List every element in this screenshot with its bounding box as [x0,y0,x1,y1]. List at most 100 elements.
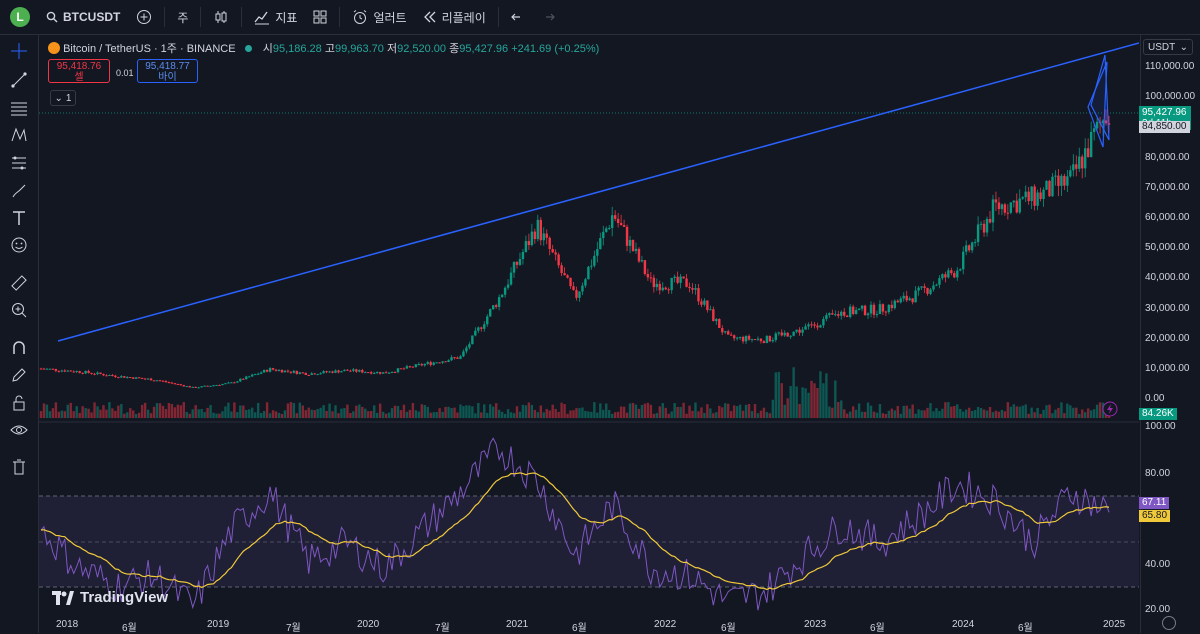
candle-body [807,324,810,327]
volume-bar [768,413,772,418]
replay-button[interactable]: 리플레이 [415,0,494,34]
candle-body [75,371,78,373]
lock-icon[interactable] [9,393,29,413]
crosshair-icon[interactable] [9,41,29,61]
candle-body [646,273,650,278]
compare-symbol-button[interactable] [128,0,160,34]
candle-body [1039,192,1042,200]
brush-tool-icon[interactable] [9,181,29,201]
volume-bar [902,405,905,418]
trash-icon[interactable] [9,457,29,477]
candle-body [825,315,828,319]
candle-body [176,383,180,385]
time-axis-label: 2021 [506,619,529,630]
volume-bar [783,404,786,418]
volume-bar [724,403,727,418]
volume-bar [224,406,227,418]
emoji-tool-icon[interactable] [9,235,29,255]
volume-bar [688,405,691,418]
rsi-axis-label: 20.00 [1145,604,1171,615]
candle-body [1030,186,1033,202]
eye-icon[interactable] [9,420,29,440]
volume-bar [355,405,358,418]
candle-body [72,371,75,373]
volume-bar [750,411,754,418]
candle-body [944,274,947,278]
zoom-in-icon[interactable] [9,300,29,320]
candle-body [319,373,322,375]
symbol-search-button[interactable]: BTCUSDT [38,0,128,34]
volume-bar [497,409,501,418]
candle-body [161,380,165,382]
candle-body [143,378,147,380]
chevron-down-icon: ⌄ [1179,41,1188,53]
candle-body [994,199,998,203]
candle-body [1015,200,1018,213]
prediction-tool-icon[interactable] [9,153,29,173]
magnet-icon[interactable] [9,338,29,358]
indicators-button[interactable]: 지표 [246,0,305,34]
candle-body [117,376,120,378]
volume-bar [358,404,361,418]
trendline-tool-icon[interactable] [9,70,29,90]
chart-type-button[interactable] [205,0,237,34]
volume-bar [863,411,867,418]
volume-bar [967,407,971,418]
candle-body [227,382,230,384]
volume-bar [367,411,370,418]
currency-select[interactable]: USDT ⌄ [1143,39,1193,55]
redo-icon [545,13,555,21]
text-tool-icon[interactable] [9,208,29,228]
volume-bar [227,402,230,418]
volume-bar [965,409,968,418]
volume-bar [197,409,200,418]
candle-body [584,279,587,286]
candle-body [132,377,135,379]
volume-bar [917,409,920,418]
layouts-button[interactable] [305,0,335,34]
volume-bar [158,403,162,418]
fib-tool-icon[interactable] [9,98,29,118]
candle-body [664,287,667,290]
candle-body [1095,121,1099,129]
price-chart[interactable] [39,35,1139,633]
volume-bar [441,411,444,418]
redo-button[interactable] [533,0,563,34]
indicator-collapse-button[interactable]: ⌄ 1 [50,90,76,106]
volume-bar [985,410,989,418]
toolbar-divider [339,7,341,27]
volume-bar [649,404,653,418]
volume-bar [979,408,983,418]
alert-button[interactable]: 얼러트 [344,0,414,34]
candle-body [99,372,102,375]
volume-bar [337,413,340,418]
time-axis-label: 2022 [654,619,677,630]
volume-bar [869,405,873,418]
lock-drawing-pencil-icon[interactable] [9,365,29,385]
pattern-tool-icon[interactable] [9,125,29,145]
candle-body [521,252,525,260]
volume-bar [703,412,706,418]
ruler-tool-icon[interactable] [9,273,29,293]
settings-gear-icon[interactable] [1162,616,1176,630]
interval-button[interactable]: 주 [177,10,189,25]
volume-bar [1089,410,1093,418]
volume-bar [295,413,299,418]
candle-body [914,290,917,303]
undo-button[interactable] [503,0,533,34]
volume-bar [771,399,775,418]
candle-body [483,324,486,329]
candle-body [792,331,795,336]
tradingview-logo: TradingView [52,589,168,606]
volume-bar [625,412,629,418]
volume-bar [304,410,307,418]
candle-body [581,285,584,292]
price-axis[interactable] [1140,35,1200,633]
volume-bar [491,406,495,418]
symbol-logo-icon [48,42,60,54]
volume-bar [655,413,659,418]
candle-body [90,372,93,374]
sell-button[interactable]: 95,418.76 셀 [48,59,110,83]
user-avatar[interactable]: L [10,7,30,27]
buy-button[interactable]: 95,418.77 바이 [137,59,198,83]
